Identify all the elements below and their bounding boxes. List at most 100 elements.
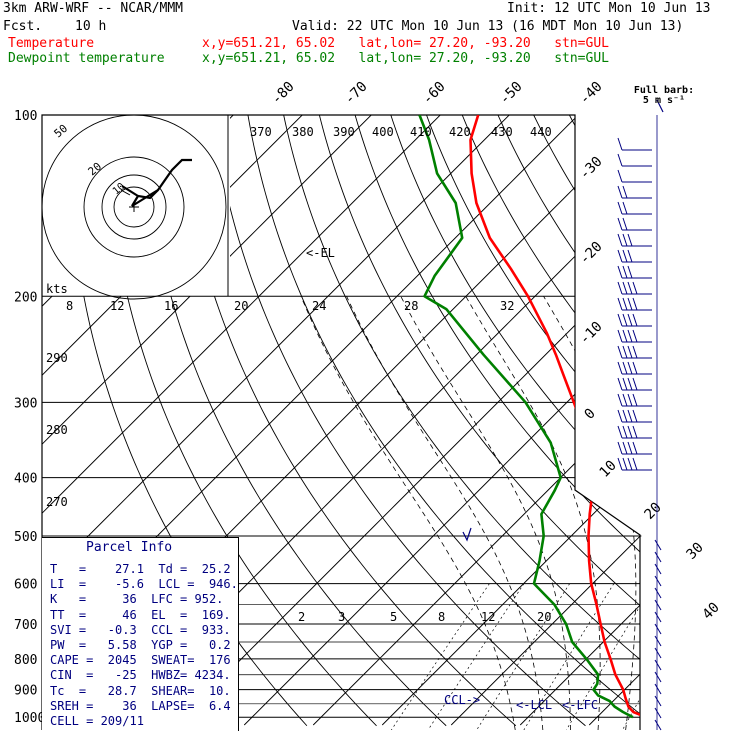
- mixing-ratio-label: 20: [537, 610, 551, 624]
- barb-legend-line2: 5 m s⁻¹: [642, 95, 686, 106]
- wind-barb-lower: [654, 671, 662, 683]
- mixing-ratio-label: 8: [438, 610, 445, 624]
- pressure-tick-label: 900: [14, 684, 37, 699]
- parcel-info-row: Tc = 28.7 SHEAR= 10.: [50, 683, 231, 698]
- mixing-ratio-label: 5: [390, 610, 397, 624]
- moist-adiabat-line: [465, 296, 601, 730]
- barb-legend-line1: Full barb:: [633, 85, 695, 96]
- wind-barb-lower: [654, 623, 662, 635]
- wind-barb-lower: [654, 611, 662, 623]
- wind-barb-lower: [654, 635, 662, 647]
- mixing-ratio-line: [476, 583, 570, 730]
- temperature-tick-label: 20: [642, 500, 665, 523]
- wind-barb: [617, 153, 652, 167]
- theta-label: 390: [333, 125, 355, 139]
- wind-barb-lower: [654, 659, 662, 671]
- theta-label: 440: [530, 125, 552, 139]
- mixing-ratio-label: 12: [481, 610, 495, 624]
- wind-barb-lower: [654, 551, 662, 563]
- moist-adiabat-line: [400, 296, 571, 730]
- pressure-tick-label: 800: [14, 653, 37, 668]
- temperature-tick-label: -20: [577, 239, 606, 268]
- mixing-ratio-label: 2: [298, 610, 305, 624]
- temperature-tick-label: 0: [582, 406, 599, 423]
- dry-adiabat-line: [354, 115, 640, 727]
- pressure-tick-label: 700: [14, 618, 37, 633]
- wind-barb-lower: [654, 539, 662, 551]
- hodograph-ring-outer: [83, 156, 185, 258]
- hodograph-kts-label: kts: [46, 282, 68, 296]
- wind-barb: [617, 217, 652, 231]
- dry-adiabat-line: [211, 115, 586, 727]
- theta-label: 290: [46, 351, 68, 365]
- hodograph-speed-label: 28: [404, 299, 418, 313]
- wind-barb: [617, 345, 652, 359]
- parcel-info-row: K = 36 LFC = 952.: [50, 592, 224, 607]
- wind-barb: [617, 169, 652, 183]
- mixing-ratio-line: [622, 583, 640, 730]
- isotherm-line: [42, 115, 510, 726]
- pressure-tick-label: 300: [14, 396, 37, 411]
- theta-label: 370: [250, 125, 272, 139]
- temperature-profile: [469, 115, 640, 719]
- pressure-tick-label: 1000: [14, 711, 45, 726]
- parcel-info-row: T = 27.1 Td = 25.2: [50, 562, 231, 576]
- hodograph-trace-base: [131, 189, 159, 207]
- lcl-annotation: <-LCL: [516, 698, 552, 712]
- theta-label: 270: [46, 495, 68, 509]
- parcel-info-row: CIN = -25 HWBZ= 4234.: [50, 668, 231, 683]
- wind-barb: [617, 281, 652, 295]
- model-title: 3km ARW-WRF -- NCAR/MMM: [3, 1, 184, 16]
- wind-barb: [617, 233, 652, 247]
- hodograph-speed-label: 20: [234, 299, 248, 313]
- dewpoint-legend: Dewpoint temperature: [8, 51, 165, 66]
- isotherm-line: [174, 115, 640, 726]
- parcel-info-row: SVI = -0.3 CCL = 933.: [50, 622, 231, 637]
- temperature-tick-label: -40: [577, 79, 606, 108]
- dry-adiabat-line: [641, 115, 740, 726]
- temperature-location: x,y=651.21, 65.02 lat,lon= 27.20, -93.20…: [202, 36, 609, 51]
- temperature-tick-label: -70: [342, 79, 371, 108]
- dry-adiabat-line: [604, 115, 640, 727]
- pressure-tick-label: 400: [14, 472, 37, 487]
- moist-adiabat-line: [543, 296, 637, 730]
- mixing-ratio-label: 3: [338, 610, 345, 624]
- wind-barb: [617, 409, 652, 423]
- init-time: Init: 12 UTC Mon 10 Jun 13: [507, 1, 711, 16]
- dry-adiabat-line: [497, 115, 640, 727]
- parcel-info-row: TT = 46 EL = 169.: [50, 607, 231, 622]
- valid-time: Valid: 22 UTC Mon 10 Jun 13 (16 MDT Mon …: [292, 19, 684, 34]
- wind-barb: [617, 329, 652, 343]
- hodograph-ring-middle: [101, 174, 167, 240]
- wind-barb: [617, 441, 652, 455]
- pressure-tick-label: 600: [14, 578, 37, 593]
- wind-barb-lower: [654, 647, 662, 659]
- el-annotation: <-EL: [306, 246, 335, 260]
- hodograph-speed-label: 24: [312, 299, 326, 313]
- temperature-tick-label: -60: [420, 79, 449, 108]
- hodograph-speed-label: 12: [110, 299, 124, 313]
- temperature-tick-label: -30: [577, 154, 606, 183]
- parcel-info-title: Parcel Info: [86, 540, 173, 555]
- parcel-info-row: PW = 5.58 YGP = 0.2: [50, 638, 231, 653]
- temperature-tick-label: 10: [597, 458, 620, 481]
- wind-barb-lower: [654, 587, 662, 599]
- theta-label: 430: [491, 125, 513, 139]
- hodograph-ring-inner: [113, 186, 155, 228]
- wind-barb-lower: [654, 719, 662, 731]
- mixing-ratio-line: [523, 583, 615, 730]
- barb-legend: Full barb: 5 m s⁻¹: [630, 86, 698, 106]
- wind-barb: [617, 313, 652, 327]
- wind-barb-lower: [654, 563, 662, 575]
- isotherm-line: [450, 115, 640, 726]
- temperature-tick-label: -50: [497, 79, 526, 108]
- forecast-hours: 10 h: [75, 19, 107, 34]
- wind-barb-lower: [654, 695, 662, 707]
- ccl-annotation: CCL->: [444, 693, 480, 707]
- wind-barb: [617, 249, 652, 263]
- isotherm-line: [381, 115, 640, 726]
- parcel-info-row: SREH = 36 LAPSE= 6.4: [50, 698, 231, 713]
- isotherm-line: [42, 115, 372, 726]
- pressure-tick-label: 200: [14, 290, 37, 305]
- hodograph-trace-base: [120, 189, 131, 196]
